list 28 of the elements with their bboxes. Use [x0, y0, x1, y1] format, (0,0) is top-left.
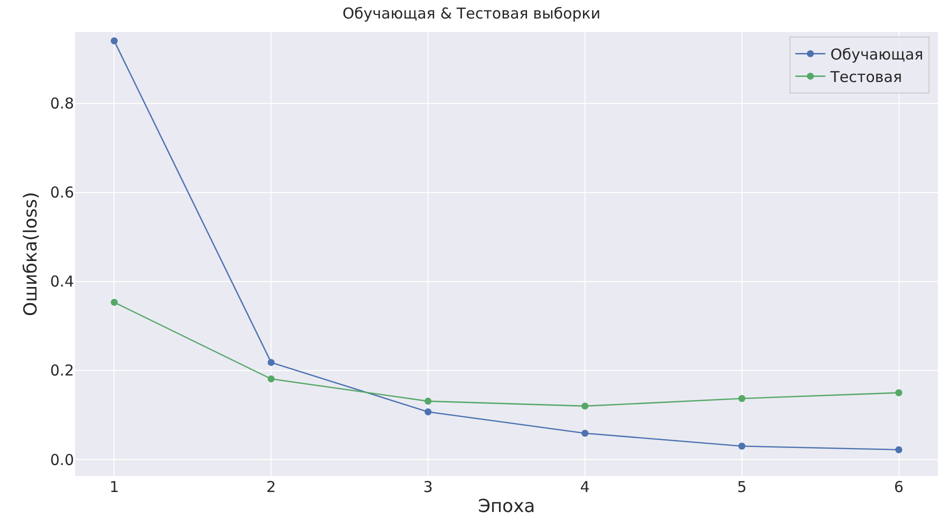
x-tick-label: 1: [109, 478, 120, 496]
point: [895, 446, 902, 454]
y-tick-label: 0.2: [50, 362, 74, 380]
point: [110, 37, 118, 44]
point: [424, 408, 432, 416]
y-axis-title: Ошибка(loss): [20, 192, 42, 316]
legend-label: Тестовая: [829, 68, 902, 86]
y-tick-label: 0.0: [50, 450, 74, 469]
point: [268, 375, 275, 382]
point: [581, 430, 588, 437]
chart-title: Обучающая & Тестовая выборки: [342, 4, 601, 22]
x-tick-label: 2: [266, 478, 276, 496]
x-axis-title: Эпоха: [478, 496, 536, 518]
y-tick-label: 0.6: [50, 184, 74, 202]
point: [424, 398, 432, 405]
x-tick-label: 3: [423, 478, 433, 496]
point: [581, 402, 588, 410]
legend-label: Обучающая: [830, 46, 924, 64]
x-tick-label: 6: [894, 478, 904, 496]
point: [738, 442, 746, 450]
x-tick-label: 4: [580, 478, 590, 496]
point: [895, 389, 902, 396]
y-tick-label: 0.4: [50, 272, 74, 291]
point: [738, 395, 746, 402]
x-tick-label: 5: [737, 478, 747, 496]
point: [110, 298, 118, 306]
point: [268, 358, 275, 366]
y-tick-label: 0.8: [50, 94, 74, 112]
